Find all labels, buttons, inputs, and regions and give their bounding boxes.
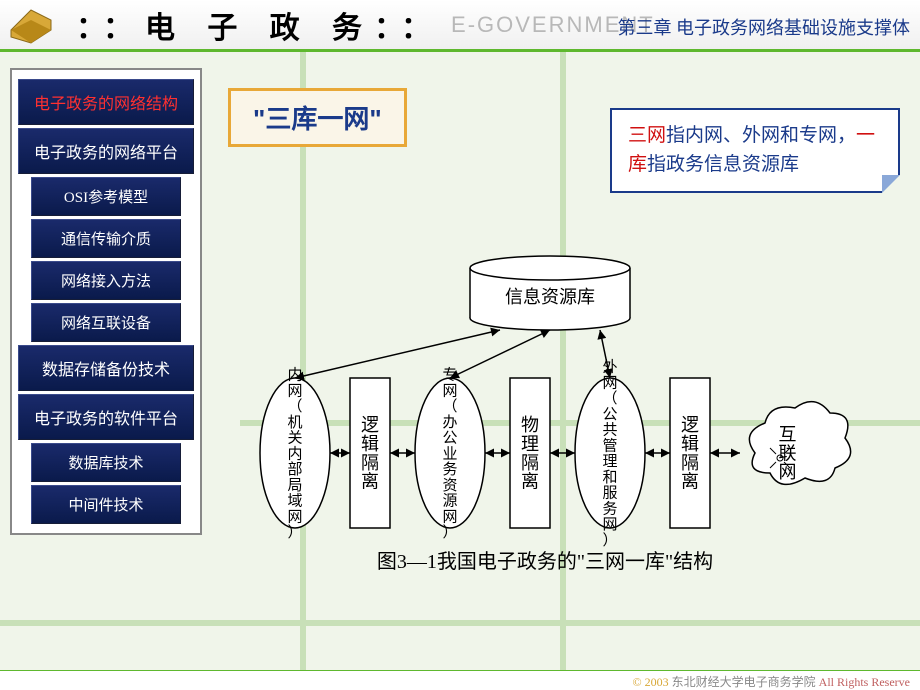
nav-item-0[interactable]: 电子政务的网络结构 xyxy=(18,79,194,125)
svg-text:）: ） xyxy=(442,524,457,541)
footer-year: © 2003 xyxy=(633,675,669,689)
header-chapter: 第三章 电子政务网络基础设施支撑体 xyxy=(618,14,911,40)
svg-text:公: 公 xyxy=(442,431,457,447)
svg-text:离: 离 xyxy=(521,472,539,492)
svg-text:（: （ xyxy=(442,398,457,415)
svg-text:域: 域 xyxy=(287,493,302,510)
nav-item-9[interactable]: 中间件技术 xyxy=(31,485,181,524)
svg-text:内: 内 xyxy=(287,367,302,384)
svg-text:局: 局 xyxy=(287,478,302,494)
logo-icon xyxy=(6,5,56,45)
svg-text:网: 网 xyxy=(602,375,617,391)
svg-text:服: 服 xyxy=(602,485,617,502)
svg-text:物: 物 xyxy=(521,415,539,435)
svg-text:资: 资 xyxy=(442,477,457,494)
svg-text:辑: 辑 xyxy=(361,434,379,454)
svg-text:信息资源库: 信息资源库 xyxy=(505,287,595,307)
svg-text:离: 离 xyxy=(681,472,699,492)
svg-text:外: 外 xyxy=(602,359,617,376)
info-red-1: 三网 xyxy=(628,125,666,146)
svg-text:内: 内 xyxy=(287,445,302,462)
nav-item-1[interactable]: 电子政务的网络平台 xyxy=(18,128,194,174)
fold-corner-icon xyxy=(882,175,900,193)
svg-text:部: 部 xyxy=(287,461,302,478)
sidebar-nav: 电子政务的网络结构电子政务的网络平台OSI参考模型通信传输介质网络接入方法网络互… xyxy=(10,68,202,535)
footer: © 2003 东北财经大学电子商务学院 All Rights Reserve xyxy=(0,670,920,690)
footer-rights: All Rights Reserve xyxy=(819,675,910,689)
svg-text:互: 互 xyxy=(779,424,797,444)
svg-text:办: 办 xyxy=(442,414,457,431)
nav-item-5[interactable]: 网络互联设备 xyxy=(31,303,181,342)
svg-text:务: 务 xyxy=(442,461,457,478)
diagram-caption: 图3—1我国电子政务的"三网一库"结构 xyxy=(220,548,870,576)
svg-text:网: 网 xyxy=(287,509,302,525)
svg-text:务: 务 xyxy=(602,500,617,517)
content-area: "三库一网" 三网指内网、外网和专网，一库指政务信息资源库 信息资源库内网（机关… xyxy=(220,68,910,660)
svg-text:理: 理 xyxy=(521,434,539,454)
svg-text:（: （ xyxy=(287,398,302,415)
svg-text:逻: 逻 xyxy=(361,415,379,435)
nav-item-4[interactable]: 网络接入方法 xyxy=(31,261,181,300)
svg-text:共: 共 xyxy=(602,422,617,439)
svg-text:管: 管 xyxy=(602,437,617,454)
svg-text:（: （ xyxy=(602,390,617,407)
nav-item-8[interactable]: 数据库技术 xyxy=(31,443,181,482)
svg-text:网: 网 xyxy=(442,383,457,399)
svg-text:专: 专 xyxy=(442,367,457,384)
section-title: "三库一网" xyxy=(228,88,407,147)
svg-text:网: 网 xyxy=(602,517,617,533)
svg-text:）: ） xyxy=(602,532,617,549)
nav-item-6[interactable]: 数据存储备份技术 xyxy=(18,345,194,391)
svg-text:）: ） xyxy=(287,524,302,541)
svg-text:隔: 隔 xyxy=(521,453,539,473)
svg-text:和: 和 xyxy=(602,469,617,486)
svg-text:业: 业 xyxy=(442,445,457,462)
svg-text:隔: 隔 xyxy=(681,453,699,473)
nav-item-2[interactable]: OSI参考模型 xyxy=(31,177,181,216)
svg-text:隔: 隔 xyxy=(361,453,379,473)
svg-text:辑: 辑 xyxy=(681,434,699,454)
header: ：：电 子 政 务：： E-GOVERNMENT 第三章 电子政务网络基础设施支… xyxy=(0,0,920,52)
svg-text:网: 网 xyxy=(287,383,302,399)
footer-org: 东北财经大学电子商务学院 xyxy=(672,675,816,689)
svg-text:机: 机 xyxy=(287,414,302,431)
info-text-1: 指内网、外网和专网， xyxy=(666,125,856,146)
nav-item-3[interactable]: 通信传输介质 xyxy=(31,219,181,258)
svg-text:逻: 逻 xyxy=(681,415,699,435)
svg-text:网: 网 xyxy=(442,509,457,525)
svg-text:源: 源 xyxy=(442,493,457,510)
svg-text:理: 理 xyxy=(602,454,617,470)
info-text-2: 指政务信息资源库 xyxy=(647,154,799,175)
svg-text:离: 离 xyxy=(361,472,379,492)
svg-text:关: 关 xyxy=(287,430,302,447)
header-title: ：：电 子 政 务：： xyxy=(76,3,443,47)
nav-item-7[interactable]: 电子政务的软件平台 xyxy=(18,394,194,440)
info-callout: 三网指内网、外网和专网，一库指政务信息资源库 xyxy=(610,108,900,193)
svg-text:公: 公 xyxy=(602,407,617,423)
